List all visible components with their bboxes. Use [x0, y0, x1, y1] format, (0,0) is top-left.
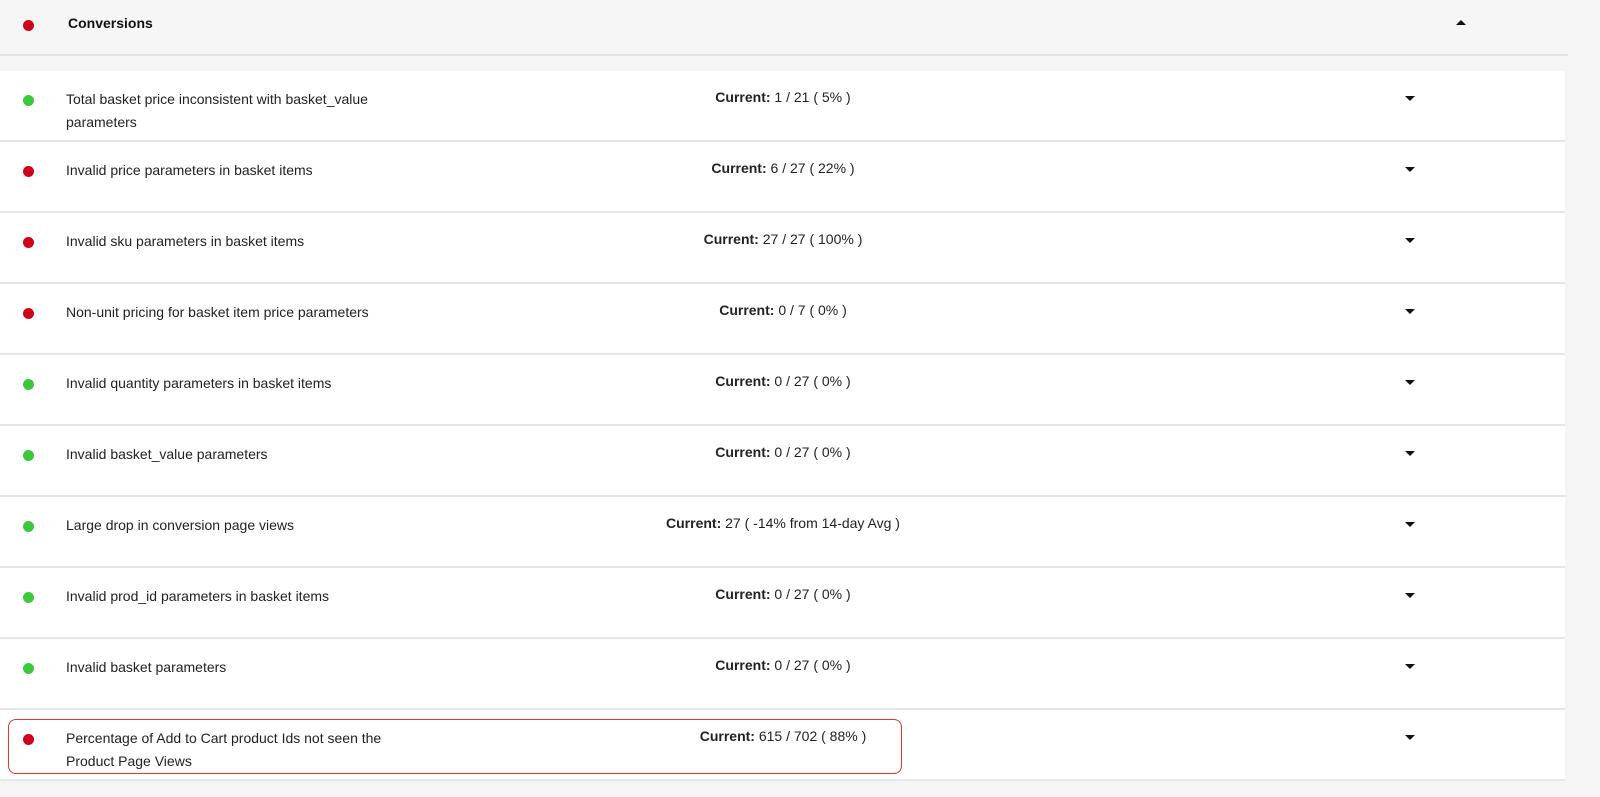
- status-dot-green: [23, 450, 34, 461]
- status-dot-red: [23, 308, 34, 319]
- check-label: Non-unit pricing for basket item price p…: [66, 304, 369, 320]
- status-dot-red: [23, 734, 34, 745]
- check-label: Invalid price parameters in basket items: [66, 162, 313, 178]
- caret-down-icon[interactable]: [1405, 522, 1415, 527]
- check-row[interactable]: Invalid price parameters in basket items…: [0, 142, 1565, 213]
- caret-up-icon[interactable]: [1456, 20, 1466, 25]
- current-number: 6 / 27 ( 22% ): [770, 160, 855, 176]
- caret-down-icon[interactable]: [1405, 593, 1415, 598]
- check-label: Invalid basket parameters: [66, 659, 227, 675]
- check-row[interactable]: Invalid basket parameters Current: 0 / 27…: [0, 639, 1565, 710]
- current-value: Current: 1 / 21 ( 5% ): [715, 89, 850, 105]
- check-label: Large drop in conversion page views: [66, 517, 295, 533]
- current-value: Current: 0 / 27 ( 0% ): [715, 586, 850, 602]
- caret-down-icon[interactable]: [1405, 238, 1415, 243]
- current-label: Current:: [666, 515, 722, 531]
- caret-down-icon[interactable]: [1405, 380, 1415, 385]
- check-label: Invalid basket_value parameters: [66, 446, 268, 462]
- current-label: Current:: [719, 302, 775, 318]
- current-label: Current:: [715, 444, 771, 460]
- current-value: Current: 27 / 27 ( 100% ): [704, 231, 863, 247]
- current-number: 0 / 27 ( 0% ): [774, 657, 851, 673]
- status-dot-green: [23, 379, 34, 390]
- caret-down-icon[interactable]: [1405, 664, 1415, 669]
- status-dot-green: [23, 663, 34, 674]
- current-value: Current: 27 ( -14% from 14-day Avg ): [666, 515, 900, 531]
- current-label: Current:: [715, 89, 771, 105]
- checks-list: Total basket price inconsistent with bas…: [0, 71, 1565, 781]
- current-value: Current: 0 / 7 ( 0% ): [719, 302, 847, 318]
- check-row[interactable]: Invalid quantity parameters in basket it…: [0, 355, 1565, 426]
- check-label: Invalid quantity parameters in basket it…: [66, 375, 332, 391]
- status-dot-green: [23, 592, 34, 603]
- status-dot-green: [23, 521, 34, 532]
- check-row[interactable]: Non-unit pricing for basket item price p…: [0, 284, 1565, 355]
- section-title: Conversions: [68, 15, 153, 31]
- check-label: Percentage of Add to Cart product Ids no…: [66, 730, 382, 769]
- current-value: Current: 0 / 27 ( 0% ): [715, 373, 850, 389]
- current-label: Current:: [699, 728, 755, 744]
- caret-down-icon[interactable]: [1405, 735, 1415, 740]
- current-number: 1 / 21 ( 5% ): [774, 89, 851, 105]
- caret-down-icon[interactable]: [1405, 451, 1415, 456]
- current-label: Current:: [715, 373, 771, 389]
- caret-down-icon[interactable]: [1405, 96, 1415, 101]
- section-header-conversions[interactable]: Conversions: [0, 0, 1568, 56]
- check-label: Invalid prod_id parameters in basket ite…: [66, 588, 330, 604]
- current-label: Current:: [703, 231, 759, 247]
- check-row[interactable]: Invalid sku parameters in basket items Cu…: [0, 213, 1565, 284]
- current-label: Current:: [715, 657, 771, 673]
- current-label: Current:: [715, 586, 771, 602]
- current-number: 27 / 27 ( 100% ): [762, 231, 863, 247]
- current-number: 0 / 27 ( 0% ): [774, 586, 851, 602]
- status-dot-red: [23, 166, 34, 177]
- current-value: Current: 0 / 27 ( 0% ): [715, 444, 850, 460]
- check-label: Total basket price inconsistent with bas…: [66, 91, 368, 130]
- caret-down-icon[interactable]: [1405, 167, 1415, 172]
- current-number: 27 ( -14% from 14-day Avg ): [725, 515, 900, 531]
- check-row[interactable]: Invalid prod_id parameters in basket ite…: [0, 568, 1565, 639]
- status-dot-green: [23, 95, 34, 106]
- current-value: Current: 6 / 27 ( 22% ): [711, 160, 854, 176]
- check-row[interactable]: Total basket price inconsistent with bas…: [0, 71, 1565, 142]
- check-row[interactable]: Large drop in conversion page views Curre…: [0, 497, 1565, 568]
- current-value: Current: 0 / 27 ( 0% ): [715, 657, 850, 673]
- status-dot-red: [23, 237, 34, 248]
- current-number: 0 / 27 ( 0% ): [774, 373, 851, 389]
- caret-down-icon[interactable]: [1405, 309, 1415, 314]
- current-number: 0 / 27 ( 0% ): [774, 444, 851, 460]
- current-number: 0 / 7 ( 0% ): [778, 302, 847, 318]
- current-label: Current:: [711, 160, 767, 176]
- status-dot-red: [23, 20, 34, 31]
- current-number: 615 / 702 ( 88% ): [758, 728, 867, 744]
- current-value: Current: 615 / 702 ( 88% ): [700, 728, 867, 744]
- check-row[interactable]: Invalid basket_value parameters Current: …: [0, 426, 1565, 497]
- check-label: Invalid sku parameters in basket items: [66, 233, 305, 249]
- check-row[interactable]: Percentage of Add to Cart product Ids no…: [0, 710, 1565, 781]
